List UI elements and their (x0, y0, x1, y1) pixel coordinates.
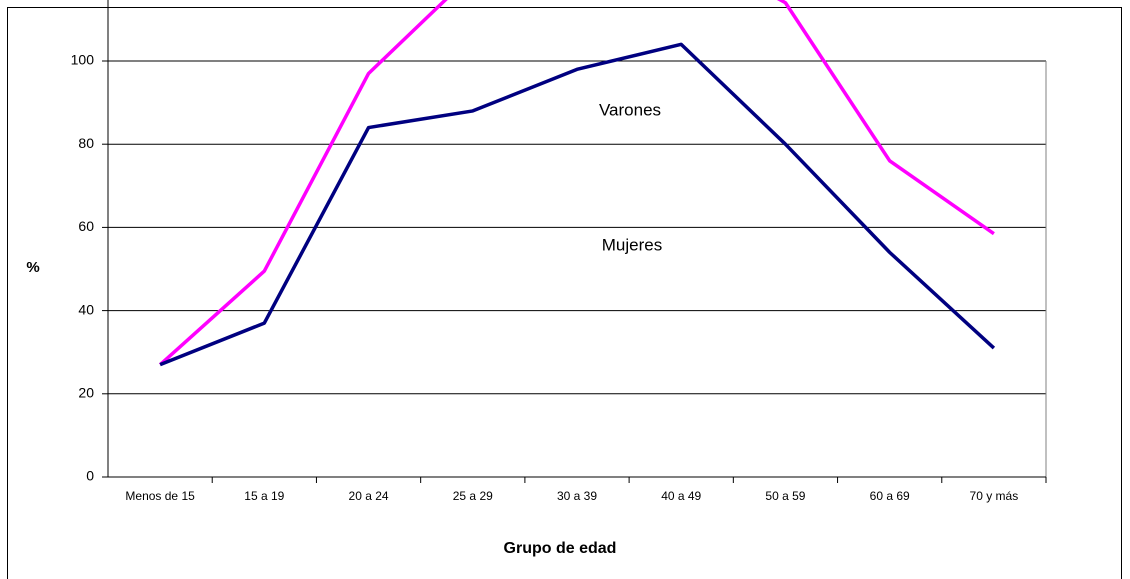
x-tick-label: 40 a 49 (661, 489, 701, 503)
x-tick-label: 30 a 39 (557, 489, 597, 503)
y-tick-label: 0 (86, 468, 94, 484)
x-tick-label: 70 y más (970, 489, 1019, 503)
y-tick-label: 40 (78, 301, 94, 317)
x-tick-label: 20 a 24 (349, 489, 389, 503)
annotation: Varones (599, 100, 661, 119)
x-tick-label: 60 a 69 (870, 489, 910, 503)
x-tick-label: Menos de 15 (125, 489, 195, 503)
line-series (158, 0, 995, 366)
line-series (159, 42, 996, 367)
y-tick-label: 100 (71, 52, 95, 68)
annotation: Mujeres (602, 235, 662, 254)
y-axis-label: % (26, 259, 39, 276)
x-tick-label: 50 a 59 (765, 489, 805, 503)
x-tick-label: 15 a 19 (244, 489, 284, 503)
y-tick-label: 20 (78, 385, 94, 401)
x-axis-label: Grupo de edad (504, 540, 617, 557)
y-tick-label: 60 (78, 218, 94, 234)
x-tick-label: 25 a 29 (453, 489, 493, 503)
y-tick-label: 80 (78, 135, 94, 151)
plot-area (158, 0, 996, 367)
chart-frame (7, 7, 1122, 579)
